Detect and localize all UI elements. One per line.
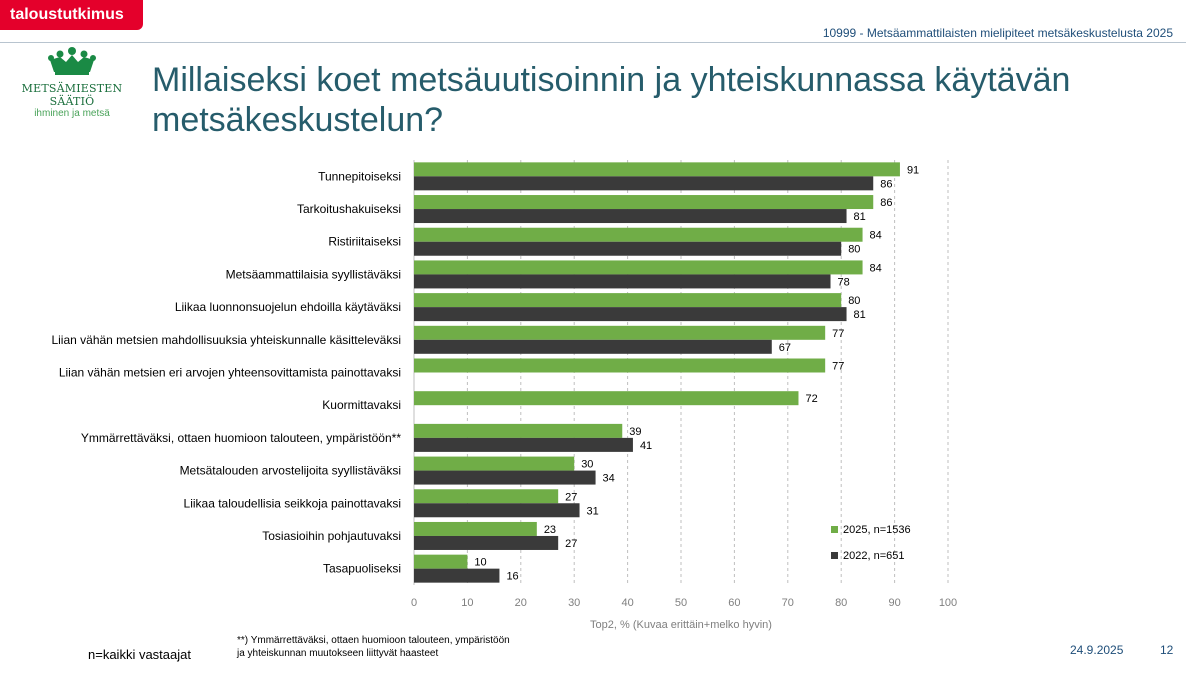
x-tick-label: 30 <box>568 597 580 609</box>
footnote-line-2: ja yhteiskunnan muutokseen liittyvät haa… <box>237 648 439 659</box>
data-label: 77 <box>832 328 844 340</box>
data-label: 84 <box>870 262 882 274</box>
category-label: Tunnepitoiseksi <box>318 169 401 183</box>
category-label: Tosiasioihin pohjautuvaksi <box>262 529 401 543</box>
data-label: 81 <box>854 211 866 223</box>
bar <box>414 437 633 452</box>
bar <box>414 162 900 177</box>
header-divider <box>0 42 1186 43</box>
logo-name: METSÄMIESTEN SÄÄTIÖ <box>21 82 123 108</box>
data-label: 34 <box>603 473 615 485</box>
bar <box>414 274 831 289</box>
page-title: Millaiseksi koet metsäuutisoinnin ja yht… <box>152 61 1071 139</box>
x-tick-label: 40 <box>621 597 633 609</box>
bar <box>414 423 623 438</box>
bar <box>414 325 826 340</box>
data-label: 16 <box>506 571 518 583</box>
data-label: 72 <box>805 393 817 405</box>
footer-date: 24.9.2025 <box>1070 643 1124 657</box>
bar <box>414 456 575 471</box>
legend-swatch <box>831 526 838 533</box>
brand-badge: taloustutkimus <box>0 0 143 30</box>
bar <box>414 554 468 569</box>
category-label: Metsäammattilaisia syyllistäväksi <box>226 267 401 281</box>
category-label: Liian vähän metsien eri arvojen yhteenso… <box>59 366 401 380</box>
legend-label: 2025, n=1536 <box>843 524 911 536</box>
data-label: 91 <box>907 164 919 176</box>
logo-tagline: ihminen ja metsä <box>34 108 110 119</box>
data-label: 78 <box>838 276 850 288</box>
data-label: 86 <box>880 178 892 190</box>
category-label: Tasapuoliseksi <box>323 562 401 576</box>
bar <box>414 358 826 373</box>
footnote-line-1: **) Ymmärrettäväksi, ottaen huomioon tal… <box>237 635 510 646</box>
bar <box>414 535 559 550</box>
data-label: 30 <box>581 459 593 471</box>
category-label: Ristiriitaiseksi <box>328 235 401 249</box>
bar <box>414 293 842 308</box>
x-tick-label: 90 <box>888 597 900 609</box>
bar <box>414 241 842 256</box>
category-label: Metsätalouden arvostelijoita syyllistävä… <box>180 464 401 478</box>
x-tick-label: 20 <box>515 597 527 609</box>
data-label: 80 <box>848 244 860 256</box>
x-axis-label: Top2, % (Kuvaa erittäin+melko hyvin) <box>590 619 772 631</box>
category-label: Liian vähän metsien mahdollisuuksia yhte… <box>51 333 401 347</box>
bar <box>414 260 863 275</box>
data-label: 27 <box>565 491 577 503</box>
data-label: 10 <box>474 557 486 569</box>
page-number: 12 <box>1160 643 1174 657</box>
data-label: 77 <box>832 361 844 373</box>
category-label: Tarkoitushakuiseksi <box>297 202 401 216</box>
data-label: 80 <box>848 295 860 307</box>
data-label: 41 <box>640 440 652 452</box>
legend-swatch <box>831 552 838 559</box>
bar <box>414 176 874 191</box>
x-tick-label: 80 <box>835 597 847 609</box>
data-label: 39 <box>629 426 641 438</box>
bar <box>414 307 847 322</box>
category-label: Liikaa taloudellisia seikkoja painottava… <box>184 496 401 510</box>
bar <box>414 521 537 536</box>
data-label: 23 <box>544 524 556 536</box>
bar <box>414 227 863 242</box>
bar <box>414 503 580 518</box>
x-tick-label: 70 <box>782 597 794 609</box>
study-title: 10999 - Metsäammattilaisten mielipiteet … <box>822 26 1173 40</box>
bar <box>414 339 772 354</box>
x-tick-label: 50 <box>675 597 687 609</box>
x-tick-label: 10 <box>461 597 473 609</box>
x-tick-label: 60 <box>728 597 740 609</box>
bar <box>414 489 559 504</box>
data-label: 81 <box>854 309 866 321</box>
category-label: Kuormittavaksi <box>322 398 401 412</box>
bar <box>414 209 847 224</box>
data-label: 27 <box>565 538 577 550</box>
x-tick-label: 100 <box>939 597 957 609</box>
bar <box>414 568 500 583</box>
base-note: n=kaikki vastaajat <box>88 647 191 662</box>
logo: METSÄMIESTEN SÄÄTIÖ ihminen ja metsä <box>8 46 136 119</box>
footnote: **) Ymmärrettäväksi, ottaen huomioon tal… <box>237 634 567 660</box>
data-label: 67 <box>779 342 791 354</box>
bar <box>414 470 596 485</box>
category-label: Ymmärrettäväksi, ottaen huomioon taloute… <box>81 431 401 445</box>
bar <box>414 195 874 210</box>
crown-icon <box>48 47 96 75</box>
data-label: 31 <box>587 505 599 517</box>
data-label: 84 <box>870 230 882 242</box>
category-label: Liikaa luonnonsuojelun ehdoilla käytäväk… <box>175 300 401 314</box>
data-label: 86 <box>880 197 892 209</box>
bar <box>414 391 799 406</box>
legend-label: 2022, n=651 <box>843 550 904 562</box>
x-tick-label: 0 <box>411 597 417 609</box>
